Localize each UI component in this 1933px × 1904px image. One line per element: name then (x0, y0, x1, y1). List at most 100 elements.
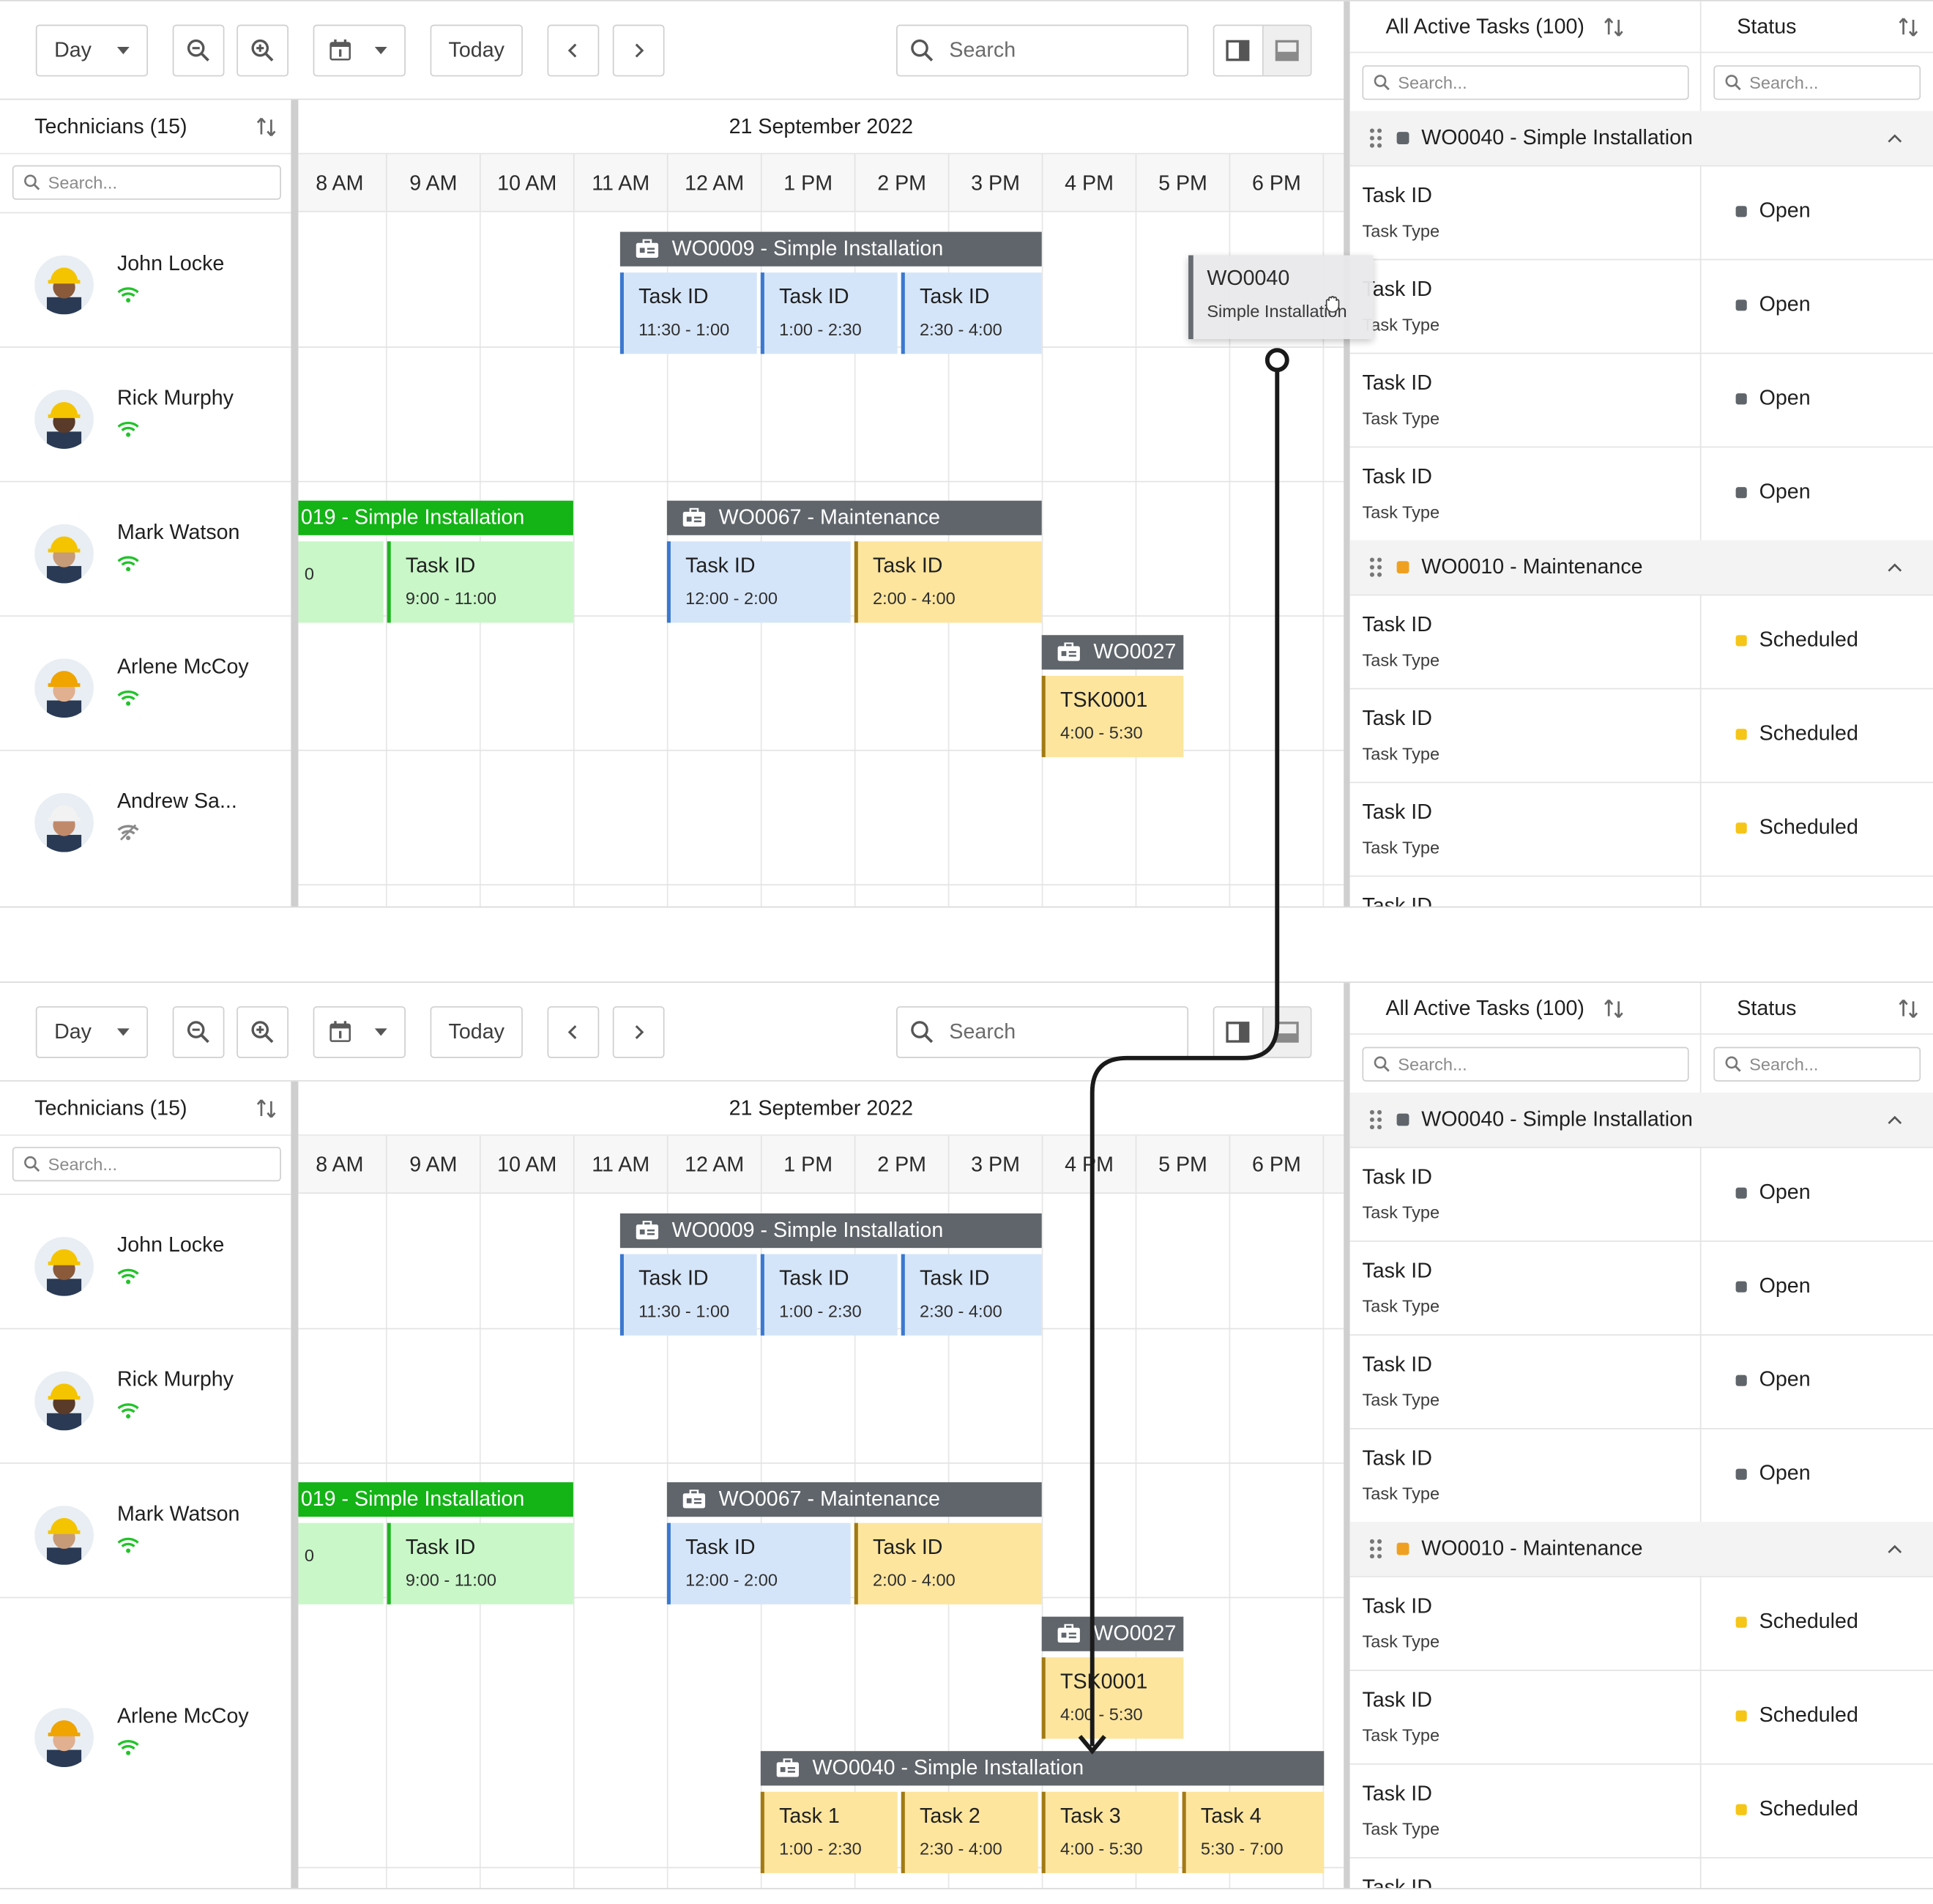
technician-row[interactable]: John Locke (0, 1194, 291, 1328)
task-group-header[interactable]: WO0040 - Simple Installation (1349, 111, 1933, 166)
status-search-input[interactable]: Search... (1713, 1046, 1921, 1082)
splitter-handle[interactable] (291, 1081, 299, 1889)
task-card[interactable]: TSK0001 4:00 - 5:30 (1041, 675, 1184, 757)
task-card[interactable]: Task ID 9:00 - 11:00 (387, 1522, 573, 1604)
work-order-header[interactable]: WO0067 - Maintenance (666, 1482, 1042, 1517)
technician-row[interactable]: Rick Murphy (0, 1328, 291, 1463)
zoom-in-button[interactable] (236, 24, 288, 77)
collapse-toggle[interactable] (1886, 555, 1904, 580)
task-card[interactable]: Task 2 2:30 - 4:00 (901, 1791, 1038, 1873)
technician-row[interactable]: Mark Watson (0, 480, 291, 616)
task-list-row[interactable]: Task ID (1349, 1857, 1933, 1888)
technician-row[interactable]: Mark Watson (0, 1462, 291, 1597)
work-order-header[interactable]: WO0027 (1041, 635, 1184, 670)
panel-splitter[interactable] (1344, 983, 1350, 1889)
today-button[interactable]: Today (430, 1006, 523, 1058)
next-button[interactable] (612, 1006, 665, 1058)
drag-preview-card[interactable]: WO0040 Simple Installation (1188, 255, 1374, 340)
task-card[interactable]: Task 1 1:00 - 2:30 (760, 1791, 898, 1873)
sort-icon[interactable] (1896, 996, 1921, 1021)
work-order-header[interactable]: WO0027 (1041, 1616, 1184, 1651)
task-group-header[interactable]: WO0040 - Simple Installation (1349, 1092, 1933, 1148)
drag-handle-icon[interactable] (1367, 1538, 1385, 1560)
panel-splitter[interactable] (1344, 1, 1350, 907)
previous-button[interactable] (547, 1006, 600, 1058)
drag-handle-icon[interactable] (1367, 556, 1385, 578)
status-column-header[interactable]: Status (1701, 983, 1933, 1035)
zoom-in-button[interactable] (236, 1006, 288, 1058)
task-list-row[interactable]: Task ID Task Type Open (1349, 1334, 1933, 1428)
work-order-header[interactable]: WO0040 - Simple Installation (760, 1751, 1325, 1786)
work-order-header[interactable]: 019 - Simple Installation (298, 500, 573, 535)
technician-row[interactable]: Andrew Sa... (0, 749, 291, 885)
today-button[interactable]: Today (430, 24, 523, 77)
task-card[interactable]: Task 3 4:00 - 5:30 (1041, 1791, 1179, 1873)
side-panel-layout-button[interactable] (1214, 1007, 1263, 1057)
status-column-header[interactable]: Status (1701, 1, 1933, 53)
next-button[interactable] (612, 24, 665, 77)
splitter-handle[interactable] (291, 100, 299, 907)
task-list-row[interactable]: Task ID Task Type Scheduled (1349, 594, 1933, 688)
work-order-header[interactable]: WO0067 - Maintenance (666, 500, 1042, 535)
sort-icon[interactable] (1896, 14, 1921, 39)
work-order-header[interactable]: WO0009 - Simple Installation (619, 231, 1042, 267)
task-card[interactable]: Task ID 1:00 - 2:30 (760, 1254, 898, 1336)
task-card[interactable]: 0 (298, 1522, 384, 1604)
task-card[interactable]: Task ID 12:00 - 2:00 (666, 541, 851, 623)
task-list-row[interactable]: Task ID Task Type Scheduled (1349, 1763, 1933, 1857)
previous-button[interactable] (547, 24, 600, 77)
chevron-up-icon[interactable] (1886, 1543, 1904, 1555)
work-order-header[interactable]: 019 - Simple Installation (298, 1482, 573, 1517)
task-card[interactable]: Task ID 2:00 - 4:00 (854, 541, 1042, 623)
task-group-header[interactable]: WO0010 - Maintenance (1349, 1521, 1933, 1577)
bottom-panel-layout-button[interactable] (1262, 26, 1311, 75)
technician-row[interactable]: Arlene McCoy (0, 1596, 291, 1867)
task-list-row[interactable]: Task ID Task Type Open (1349, 352, 1933, 447)
task-card[interactable]: Task ID 11:30 - 1:00 (619, 1254, 757, 1336)
technician-search-input[interactable]: Search... (12, 165, 281, 200)
task-list-row[interactable]: Task ID Task Type Scheduled (1349, 1576, 1933, 1670)
bottom-panel-layout-button[interactable] (1262, 1007, 1311, 1057)
work-order-header[interactable]: WO0009 - Simple Installation (619, 1213, 1042, 1249)
drag-handle-icon[interactable] (1367, 127, 1385, 149)
sort-icon[interactable] (254, 1096, 279, 1120)
task-list-row[interactable]: Task ID Task Type Open (1349, 259, 1933, 353)
task-card[interactable]: TSK0001 4:00 - 5:30 (1041, 1657, 1184, 1739)
tasks-column-header[interactable]: All Active Tasks (100) (1349, 983, 1700, 1035)
drag-handle-icon[interactable] (1367, 1109, 1385, 1131)
task-card[interactable]: Task ID 12:00 - 2:00 (666, 1522, 851, 1604)
technician-row[interactable]: Rick Murphy (0, 346, 291, 481)
task-card[interactable]: Task ID 11:30 - 1:00 (619, 272, 757, 354)
chevron-up-icon[interactable] (1886, 1114, 1904, 1126)
task-card[interactable]: Task ID 1:00 - 2:30 (760, 272, 898, 354)
collapse-toggle[interactable] (1886, 1107, 1904, 1132)
technician-row[interactable]: John Locke (0, 212, 291, 347)
chevron-up-icon[interactable] (1886, 132, 1904, 144)
task-list-row[interactable]: Task ID Task Type Open (1349, 1241, 1933, 1334)
status-search-input[interactable]: Search... (1713, 65, 1921, 100)
task-list-row[interactable]: Task ID Task Type Scheduled (1349, 781, 1933, 876)
task-list-row[interactable]: Task ID Task Type Open (1349, 1147, 1933, 1241)
task-search-input[interactable]: Search... (1362, 65, 1689, 100)
sort-icon[interactable] (254, 114, 279, 139)
task-search-input[interactable]: Search... (1362, 1046, 1689, 1082)
view-dropdown[interactable]: Day (35, 1006, 149, 1058)
side-panel-layout-button[interactable] (1214, 26, 1263, 75)
collapse-toggle[interactable] (1886, 126, 1904, 151)
task-card[interactable]: Task ID 2:30 - 4:00 (901, 1254, 1042, 1336)
task-list-row[interactable]: Task ID Task Type Scheduled (1349, 688, 1933, 782)
tasks-column-header[interactable]: All Active Tasks (100) (1349, 1, 1700, 53)
sort-icon[interactable] (1602, 996, 1627, 1021)
technician-search-input[interactable]: Search... (12, 1147, 281, 1182)
date-picker-button[interactable] (313, 1006, 406, 1058)
task-list-row[interactable]: Task ID Task Type Open (1349, 165, 1933, 259)
task-group-header[interactable]: WO0010 - Maintenance (1349, 540, 1933, 595)
schedule-search-input[interactable]: Search (896, 1006, 1189, 1058)
task-card[interactable]: 0 (298, 541, 384, 623)
schedule-search-input[interactable]: Search (896, 24, 1189, 77)
task-card[interactable]: Task ID 9:00 - 11:00 (387, 541, 573, 623)
task-list-row[interactable]: Task ID Task Type Open (1349, 1428, 1933, 1522)
view-dropdown[interactable]: Day (35, 24, 149, 77)
task-card[interactable]: Task ID 2:00 - 4:00 (854, 1522, 1042, 1604)
zoom-out-button[interactable] (172, 24, 225, 77)
